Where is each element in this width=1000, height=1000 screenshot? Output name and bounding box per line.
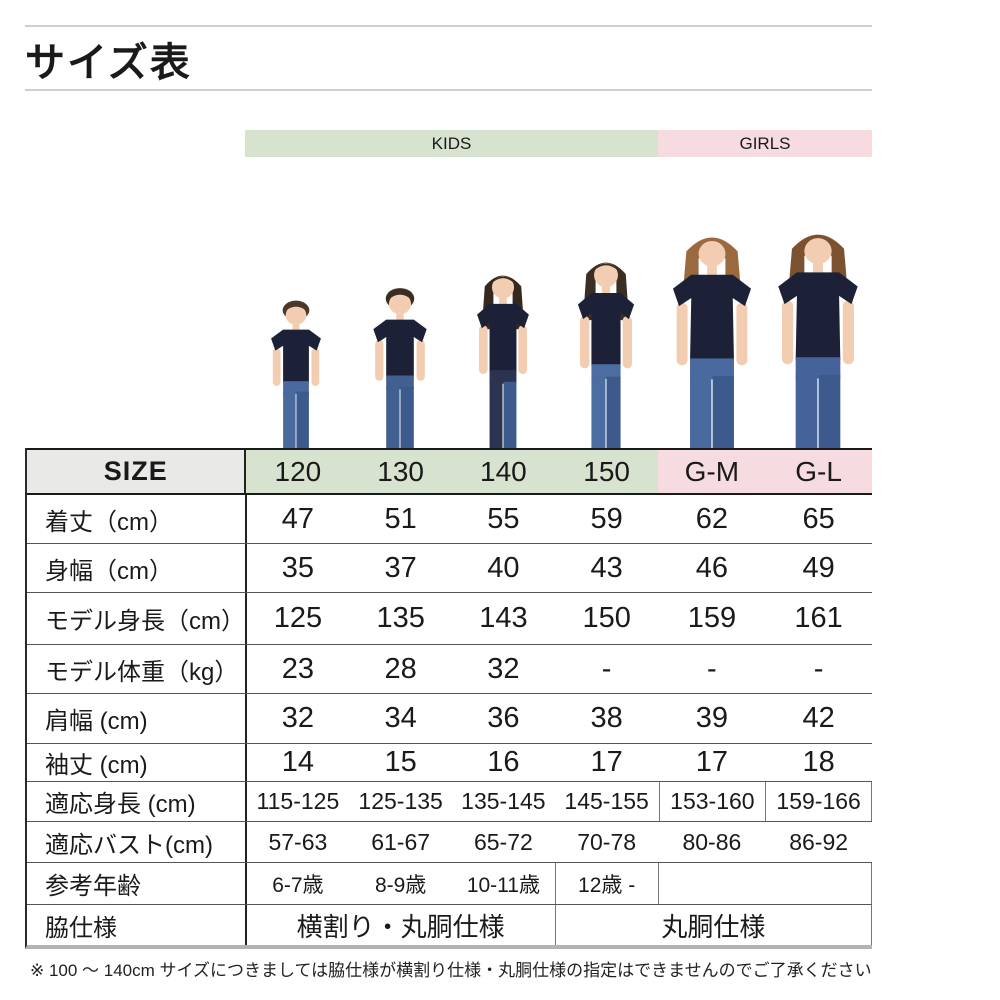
model-photo-140: [455, 263, 551, 448]
cell-value: 32: [281, 702, 315, 734]
cell-value: 153-160: [658, 782, 766, 821]
cell-value: 86-92: [789, 828, 849, 855]
cell-value: 43: [590, 551, 623, 584]
cell-value: 34: [384, 702, 417, 734]
cell-value: 36: [487, 702, 520, 734]
cell-value: 55: [487, 502, 520, 535]
cell-value: 32: [487, 652, 520, 685]
table-row-model-height: モデル身長（cm） 125 135 143 150 159 161: [27, 593, 872, 645]
cell-value: 145-155: [564, 788, 649, 814]
table-row-model-weight: モデル体重（kg） 23 28 32 - - -: [27, 645, 872, 694]
cell-value: 65-72: [473, 828, 533, 855]
cell-value: 47: [281, 502, 315, 535]
column-header-150: 150: [554, 450, 659, 493]
cell-value: 150: [582, 602, 631, 634]
cell-value: 12歳 -: [554, 863, 659, 904]
cell-value: -: [813, 652, 824, 685]
cell-value: 135-145: [461, 788, 546, 814]
cell-value: 59: [590, 502, 623, 535]
size-header-label: SIZE: [27, 450, 247, 493]
cell-value: 159-166: [765, 782, 873, 821]
row-label: 参考年齢: [27, 863, 247, 904]
title-bottom-rule: [25, 89, 872, 91]
row-label: 袖丈 (cm): [27, 744, 247, 781]
cell-value: 6-7歳: [272, 873, 324, 897]
row-label: 着丈（cm）: [27, 495, 247, 543]
cell-value: -: [707, 652, 717, 685]
cell-value: 16: [487, 746, 520, 778]
row-label: 脇仕様: [27, 905, 247, 945]
page-title: サイズ表: [25, 41, 192, 85]
row-label: 肩幅 (cm): [27, 694, 247, 743]
cell-value: 14: [281, 746, 315, 778]
cell-value: 8-9歳: [374, 873, 427, 897]
cell-value: 57-63: [268, 828, 328, 855]
cell-value-side-spec-girls: 丸胴仕様: [554, 905, 872, 945]
cell-value: 115-125: [256, 788, 340, 814]
row-label: 適応バスト(cm): [27, 822, 247, 862]
table-row-shoulder-width: 肩幅 (cm) 32 34 36 38 39 42: [27, 694, 872, 744]
row-label: モデル身長（cm）: [27, 593, 247, 644]
cell-value: 161: [794, 602, 843, 634]
cell-value: 80-86: [682, 828, 742, 855]
cell-value: 159: [687, 602, 737, 634]
cell-value: 39: [695, 702, 729, 734]
table-row-sleeve-length: 袖丈 (cm) 14 15 16 17 17 18: [27, 744, 872, 782]
cell-value: 143: [479, 602, 528, 634]
title-top-rule: [25, 25, 872, 27]
model-photo-130: [354, 282, 446, 448]
cell-value: 125: [273, 602, 323, 634]
row-label: 身幅（cm）: [27, 544, 247, 592]
model-photo-120: [253, 295, 339, 448]
footnote: ※ 100 ～ 140cm サイズにつきましては脇仕様が横割り仕様・丸胴仕様の指…: [30, 961, 872, 980]
cell-value: 23: [281, 652, 315, 685]
cell-value: 135: [376, 602, 425, 634]
cell-value: 42: [802, 702, 835, 734]
table-row-reference-age: 参考年齢 6-7歳 8-9歳 10-11歳 12歳 -: [27, 863, 872, 905]
cell-value: 49: [802, 551, 835, 584]
cell-value: 18: [802, 746, 835, 778]
column-header-gm: G-M: [658, 450, 766, 493]
column-header-120: 120: [246, 450, 350, 493]
group-header-girls: GIRLS: [658, 130, 872, 157]
cell-value: 28: [384, 652, 417, 685]
cell-value: 10-11歳: [466, 873, 540, 897]
size-table: SIZE 120 130 140 150 G-M G-L 着丈（cm） 47 5…: [25, 448, 873, 949]
model-photo-G-M: [651, 227, 773, 448]
cell-value: 61-67: [371, 828, 431, 855]
cell-value: 17: [590, 746, 623, 778]
cell-value: 125-135: [358, 788, 443, 814]
cell-value: 46: [695, 551, 729, 584]
cell-value: 38: [590, 702, 623, 734]
size-header-row: SIZE 120 130 140 150 G-M G-L: [27, 448, 872, 495]
column-header-130: 130: [349, 450, 452, 493]
cell-value: 15: [384, 746, 417, 778]
cell-value: 35: [281, 551, 315, 584]
table-row-fit-height: 適応身長 (cm) 115-125 125-135 135-145 145-15…: [27, 782, 873, 822]
column-header-140: 140: [451, 450, 555, 493]
model-photo-150: [554, 249, 658, 448]
table-row-fit-bust: 適応バスト(cm) 57-63 61-67 65-72 70-78 80-86 …: [27, 822, 872, 863]
cell-value: 17: [695, 746, 729, 778]
group-header-kids: KIDS: [245, 130, 658, 157]
table-row-side-spec: 脇仕様 横割り・丸胴仕様 丸胴仕様: [27, 905, 872, 945]
cell-value: 65: [802, 502, 835, 535]
row-label: 適応身長 (cm): [27, 782, 247, 821]
cell-value: 70-78: [577, 828, 637, 855]
model-photo-G-L: [756, 224, 880, 448]
column-header-gl: G-L: [765, 450, 872, 493]
cell-value: 51: [384, 502, 417, 535]
cell-value: 37: [384, 551, 417, 584]
table-row-body-width: 身幅（cm） 35 37 40 43 46 49: [27, 544, 872, 593]
cell-value: 40: [487, 551, 520, 584]
cell-value-empty: [659, 863, 872, 904]
row-label: モデル体重（kg）: [27, 645, 247, 693]
cell-value-side-spec-kids: 横割り・丸胴仕様: [296, 911, 505, 942]
cell-value: -: [601, 652, 612, 685]
table-row-body-length: 着丈（cm） 47 51 55 59 62 65: [27, 495, 872, 544]
cell-value: 62: [695, 502, 729, 535]
